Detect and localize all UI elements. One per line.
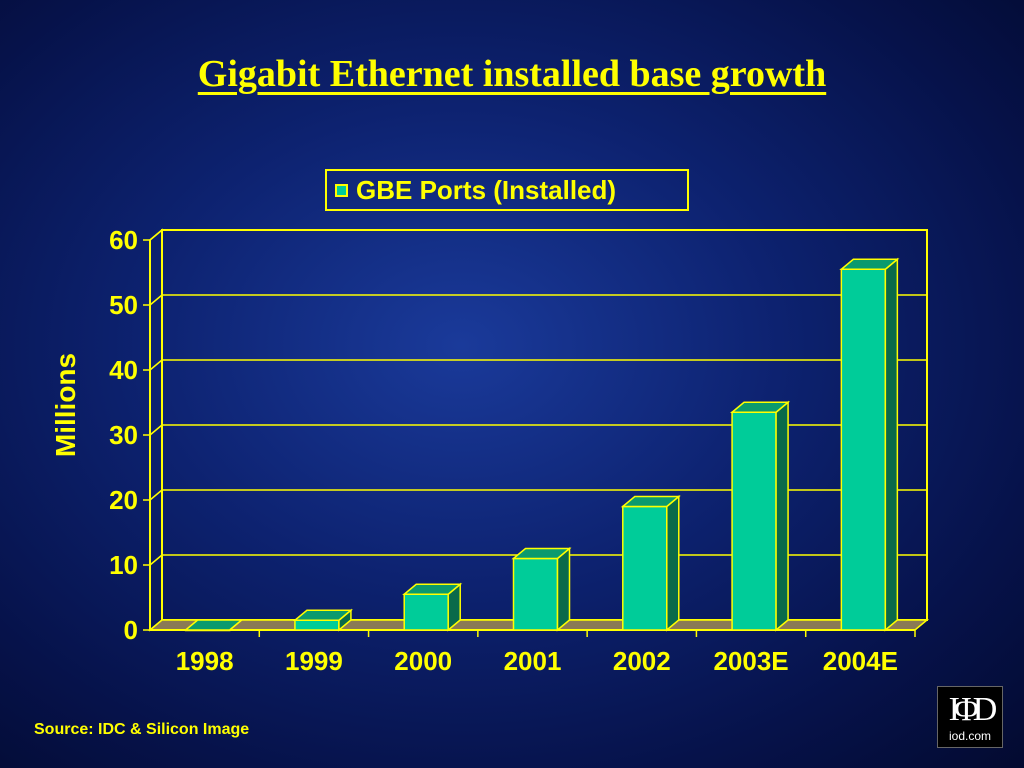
legend-label-gbe-ports: GBE Ports (Installed): [356, 174, 617, 205]
gridline-side: [149, 294, 163, 306]
bar-2003E: [731, 411, 777, 631]
bar-side-2004E: [884, 257, 899, 632]
y-tick-label: 20: [109, 485, 138, 515]
bar-2004E: [840, 268, 887, 631]
source-note: Source: IDC & Silicon Image: [34, 721, 250, 738]
bar-2001: [512, 557, 559, 631]
bar-top-2001: [511, 547, 572, 560]
gridline-side: [149, 229, 163, 241]
y-tick-label: 40: [109, 355, 138, 385]
chart-legend: GBE Ports (Installed): [325, 169, 689, 211]
slide-title: Gigabit Ethernet installed base growth: [197, 53, 827, 95]
bar-2002: [622, 505, 668, 631]
bar-top-2003E: [729, 401, 791, 413]
bar-side-2003E: [775, 400, 789, 632]
y-tick-label: 60: [109, 225, 138, 255]
x-tick-label-2002: 2002: [613, 646, 671, 676]
bar-top-2004E: [839, 258, 900, 270]
y-tick-label: 50: [109, 290, 138, 320]
bar-1999: [294, 619, 340, 631]
iod-logo: IΦD iod.com: [937, 686, 1003, 748]
bar-side-2002: [666, 494, 680, 632]
x-tick-label-2003E: 2003E: [713, 646, 788, 676]
bar-top-1999: [292, 609, 354, 621]
x-tick-label-2004E: 2004E: [823, 646, 898, 676]
y-axis-label: Millions: [50, 353, 81, 457]
iod-logo-mark: IΦD: [948, 691, 998, 728]
bar-side-2001: [556, 546, 571, 632]
gridline-side: [149, 554, 163, 566]
x-tick-label-1999: 1999: [285, 646, 343, 676]
bar-top-2002: [620, 495, 681, 508]
y-tick-label: 0: [124, 615, 138, 645]
bar-2000: [403, 593, 449, 631]
bar-top-1998: [183, 619, 244, 631]
gridline-side: [149, 424, 163, 436]
y-tick-label: 10: [109, 550, 138, 580]
bar-top-2000: [402, 583, 463, 595]
gridline-side: [149, 489, 163, 501]
iod-logo-text: iod.com: [948, 729, 992, 743]
x-tick-label-1998: 1998: [176, 646, 234, 676]
y-tick-label: 30: [109, 420, 138, 450]
x-tick-label-2000: 2000: [394, 646, 452, 676]
gridline-side: [149, 359, 163, 371]
legend-swatch-gbe-ports: [335, 183, 348, 197]
x-tick-label-2001: 2001: [504, 646, 562, 676]
